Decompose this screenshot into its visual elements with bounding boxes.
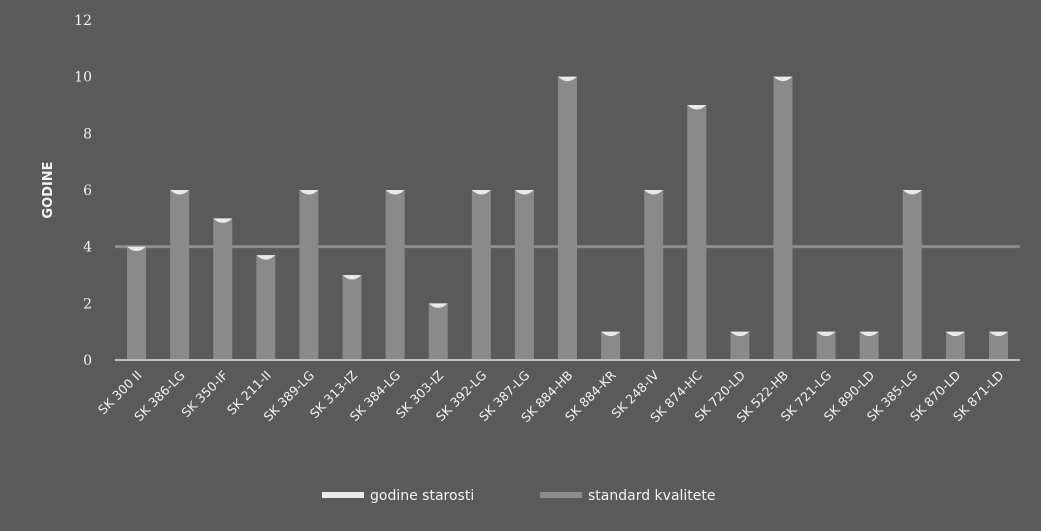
bar-cap <box>256 255 276 260</box>
y-tick-label: 4 <box>83 240 92 256</box>
bar-cap <box>170 190 190 195</box>
bar-cap <box>299 190 319 195</box>
bar <box>127 246 147 360</box>
legend-swatch-godine-starosti <box>322 492 364 498</box>
bar-cap <box>514 190 534 195</box>
bar-cap <box>385 190 405 195</box>
y-tick-label: 6 <box>83 183 92 199</box>
bar-cap <box>902 190 922 195</box>
bar <box>256 255 276 360</box>
bar-cap <box>687 105 707 110</box>
bar <box>945 331 965 360</box>
y-axis-ticks: 0 2 4 6 8 10 12 <box>74 13 92 369</box>
y-tick-label: 0 <box>83 353 92 369</box>
bar-cap <box>558 76 577 82</box>
bar <box>428 303 448 360</box>
y-tick-label: 12 <box>74 13 92 29</box>
bar-cap <box>213 218 233 223</box>
bar <box>773 76 793 361</box>
bar-cap <box>342 275 362 280</box>
bar <box>859 331 879 360</box>
bar-cap <box>601 331 621 337</box>
legend-label-godine-starosti: godine starosti <box>370 488 474 504</box>
bar <box>601 331 621 360</box>
bar <box>170 190 190 360</box>
bar <box>514 190 534 360</box>
bar-cap <box>773 76 793 82</box>
bar-cap <box>816 331 836 337</box>
bar <box>342 275 362 360</box>
bar <box>644 190 664 360</box>
legend: godine starosti standard kvalitete <box>322 488 716 504</box>
bar-cap <box>127 246 147 252</box>
bar-cap <box>428 303 448 308</box>
bar <box>816 331 836 360</box>
y-tick-label: 2 <box>83 296 92 312</box>
bar <box>385 190 405 360</box>
bar-cap <box>471 190 491 195</box>
bar <box>988 331 1008 360</box>
bar-cap <box>644 190 664 195</box>
bar-cap <box>730 331 750 337</box>
bar <box>687 105 707 360</box>
y-axis-label: GODINE <box>41 161 56 218</box>
bar <box>299 190 319 360</box>
bars-layer <box>127 76 1008 361</box>
bar-cap <box>988 331 1008 337</box>
bar-cap <box>859 331 879 337</box>
bar <box>471 190 491 360</box>
bar <box>902 190 922 360</box>
bar <box>213 218 233 360</box>
bar <box>730 331 750 360</box>
y-tick-label: 10 <box>74 70 92 86</box>
bar-cap <box>945 331 965 337</box>
legend-swatch-standard-kvalitete <box>540 492 582 498</box>
y-tick-label: 8 <box>83 126 92 142</box>
legend-label-standard-kvalitete: standard kvalitete <box>588 488 716 504</box>
bar <box>558 76 577 361</box>
